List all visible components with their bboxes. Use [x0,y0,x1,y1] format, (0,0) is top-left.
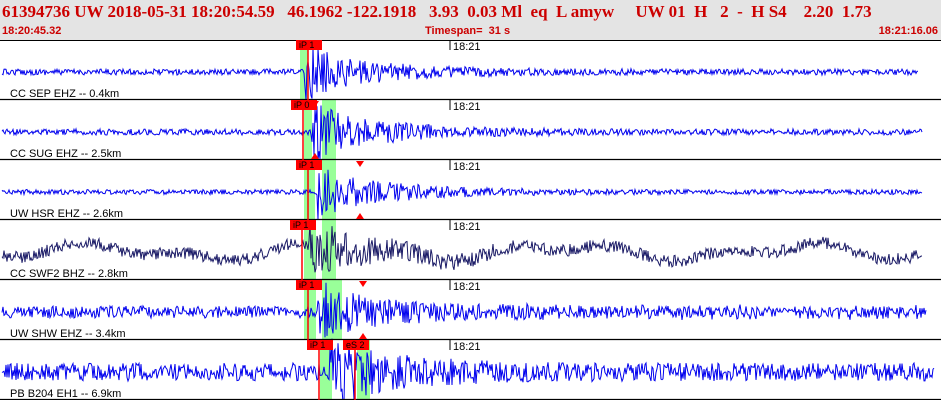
pick-label: iP 0 [294,100,309,110]
station-label: UW HSR EHZ -- 2.6km [10,208,123,220]
minute-label: 18:21 [453,221,481,233]
minute-label: 18:21 [453,41,481,53]
pick-box[interactable] [296,40,322,50]
waveform-trace [1,169,923,220]
minute-label: 18:21 [453,101,481,113]
phase-window [304,100,312,160]
waveform-trace [1,282,927,338]
waveform-trace [1,105,923,161]
arrival-marker-icon [311,101,319,107]
minute-label: 18:21 [453,281,481,293]
phase-window [320,340,332,400]
start-time: 18:20:45.32 [2,25,62,37]
phase-window [304,280,316,340]
waveform-trace [1,47,919,100]
station-label: PB B204 EH1 -- 6.9km [10,388,121,400]
pick-label: iP 1 [299,160,314,170]
pick-label: iP 1 [299,40,314,50]
phase-window [300,40,308,100]
arrival-marker-icon [356,161,364,167]
pick-box[interactable] [290,220,316,230]
minute-label: 18:21 [453,341,481,353]
station-label: UW SHW EHZ -- 3.4km [10,328,126,340]
pick-label: iP 1 [299,280,314,290]
pick-label-s: eS 2 [346,340,365,350]
seismogram-panel: 18:21 iP 1 CC SEP EHZ -- 0.4km 18:21 iP 0 CC … [0,40,941,400]
station-label: CC SWF2 BHZ -- 2.8km [10,268,128,280]
waveform-trace [1,221,923,273]
pick-box[interactable] [296,160,322,170]
event-header: 61394736 UW 2018-05-31 18:20:54.59 46.19… [0,0,941,40]
arrival-marker-icon [356,213,364,219]
station-label: CC SUG EHZ -- 2.5km [10,148,121,160]
pick-label: iP 1 [310,340,325,350]
minute-label: 18:21 [453,161,481,173]
arrival-marker-icon [311,153,319,159]
pick-box-s[interactable] [343,340,369,350]
timespan-label: Timespan= 31 s [425,25,511,37]
pick-box[interactable] [307,340,333,350]
event-summary-line: 61394736 UW 2018-05-31 18:20:54.59 46.19… [2,2,872,21]
end-time: 18:21:16.06 [878,25,938,37]
pick-box[interactable] [291,100,317,110]
pick-box[interactable] [296,280,322,290]
station-label: CC SEP EHZ -- 0.4km [10,88,119,100]
pick-label: iP 1 [293,220,308,230]
arrival-marker-icon [359,281,367,287]
waveform-trace [1,338,935,400]
arrival-marker-icon [359,333,367,339]
